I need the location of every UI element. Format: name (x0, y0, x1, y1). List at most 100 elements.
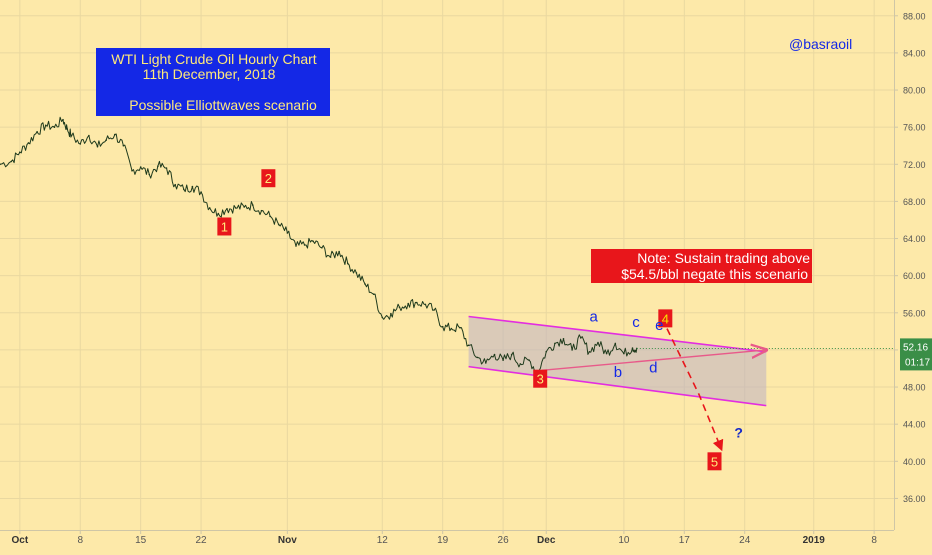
price-point (183, 188, 185, 191)
series-layer (0, 116, 894, 374)
price-point (79, 143, 82, 145)
channel-upper-line (468, 315, 767, 353)
x-tick-label: Dec (537, 535, 556, 546)
x-tick-label: 10 (618, 535, 630, 546)
price-point (502, 359, 504, 361)
wave-label-box (533, 369, 548, 388)
watermark-handle: @basraoil (789, 36, 852, 52)
wave-label-text: 4 (662, 311, 669, 326)
x-tick-label: Nov (278, 535, 297, 546)
wave-labels: 1 2 3 4 5 a b c d e? (217, 169, 743, 471)
price-point (27, 142, 30, 144)
x-tick-label: 2019 (803, 535, 826, 546)
wave-label-c: c (632, 314, 640, 331)
x-tick-label: 15 (135, 535, 147, 546)
price-point (424, 303, 427, 306)
wave-label-5: 5 (707, 452, 722, 471)
price-point (545, 351, 547, 353)
price-point (407, 302, 410, 305)
channel-fill (468, 316, 767, 406)
y-tick-label: 36.00 (903, 494, 926, 504)
price-point (338, 250, 340, 253)
price-point (122, 144, 125, 147)
y-tick-label: 72.00 (903, 160, 926, 170)
wave-label-box (658, 309, 673, 328)
price-point (243, 206, 245, 208)
price-point (234, 207, 237, 209)
price-point (347, 262, 349, 265)
price-point (467, 344, 470, 347)
price-point (36, 131, 38, 133)
wave-label-3: 3 (533, 369, 548, 388)
price-point (493, 353, 496, 356)
wave-label-a: a (590, 309, 599, 326)
price-point (416, 301, 418, 304)
wave-label-b: b (614, 364, 622, 381)
price-point (269, 215, 271, 218)
x-tick-label: 19 (437, 535, 449, 546)
price-point (157, 165, 159, 167)
wave-e-arrow (541, 350, 766, 372)
price-point (217, 212, 220, 215)
y-tick-label: 64.00 (903, 234, 926, 244)
price-point (372, 293, 375, 296)
price-point (329, 256, 332, 258)
price-point (605, 352, 608, 355)
x-tick-label: 12 (377, 535, 389, 546)
price-point (571, 349, 573, 351)
price-point (286, 232, 289, 234)
price-point (114, 133, 116, 136)
price-tag-bg (900, 338, 932, 371)
price-point (148, 173, 151, 176)
price-point (277, 223, 280, 226)
y-tick-label: 44.00 (903, 420, 926, 430)
price-point (580, 337, 582, 339)
x-tick-label: 26 (498, 535, 510, 546)
wave-label-question: ? (734, 425, 743, 441)
projection-arrows (541, 328, 766, 452)
price-point (364, 283, 366, 285)
price-point (510, 353, 513, 356)
y-tick-label: 80.00 (903, 86, 926, 96)
price-point (165, 167, 168, 169)
wave-label-box (217, 217, 232, 236)
wave-label-text: 2 (265, 171, 272, 186)
price-point (70, 134, 73, 137)
price-point (62, 118, 64, 121)
price-point (528, 359, 530, 361)
price-point (105, 139, 107, 141)
price-point (433, 309, 435, 311)
y-tick-label: 76.00 (903, 123, 926, 133)
wave-label-1: 1 (217, 217, 232, 236)
y-tick-label: 48.00 (903, 383, 926, 393)
price-point (321, 247, 323, 249)
projected-wave-5-arrow (666, 328, 724, 452)
price-point (96, 145, 99, 148)
price-point (260, 209, 263, 212)
price-point (459, 326, 461, 329)
price-point (226, 208, 228, 210)
price-point (588, 351, 591, 353)
last-price-tag: 52.16 01:17 (900, 338, 932, 371)
price-point (88, 134, 90, 137)
grid (0, 0, 894, 530)
price-point (66, 128, 69, 130)
title-box: WTI Light Crude Oil Hourly Chart 11th De… (96, 48, 330, 116)
price-point (174, 183, 176, 186)
price-point (614, 342, 617, 345)
price-point (295, 245, 297, 247)
x-tick-label: 22 (196, 535, 208, 546)
x-tick-label: 8 (871, 535, 877, 546)
price-point (554, 342, 556, 345)
y-tick-label: 68.00 (903, 197, 926, 207)
price-point (562, 338, 565, 340)
x-tick-label: 24 (739, 535, 751, 546)
price-point (476, 356, 479, 359)
price-point (355, 272, 358, 274)
x-tick-label: Oct (12, 535, 29, 546)
price-point (303, 244, 306, 246)
price-point (485, 362, 487, 364)
x-tick-label: 17 (679, 535, 691, 546)
